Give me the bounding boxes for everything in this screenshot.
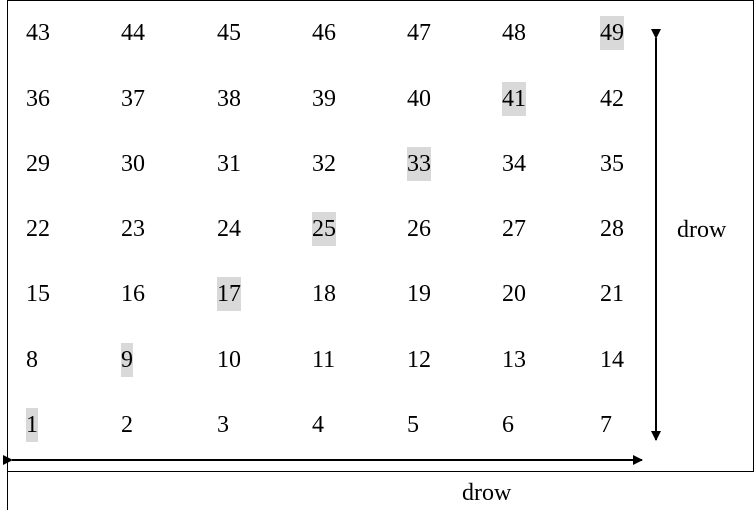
- grid-cell: 37: [121, 86, 145, 112]
- grid-cell: 30: [121, 151, 145, 177]
- grid-cell: 5: [407, 412, 419, 438]
- grid-cell: 2: [121, 412, 133, 438]
- grid-cell: 29: [26, 151, 50, 177]
- grid-cell: 11: [312, 347, 336, 373]
- frame-border-bottom: [7, 471, 754, 472]
- grid-cell: 19: [407, 281, 431, 307]
- grid-cell: 26: [407, 216, 431, 242]
- grid-cell: 22: [26, 216, 50, 242]
- grid-cell: 20: [502, 281, 526, 307]
- grid-cell: 44: [121, 20, 145, 46]
- frame-border-top: [7, 0, 753, 1]
- grid-cell: 3: [217, 412, 229, 438]
- grid-cell: 14: [600, 347, 624, 373]
- grid-cell: 7: [600, 412, 612, 438]
- grid-cell: 39: [312, 86, 336, 112]
- grid-cell: 27: [502, 216, 526, 242]
- grid-cell: 23: [121, 216, 145, 242]
- grid-cell: 15: [26, 281, 50, 307]
- grid-cell: 21: [600, 281, 624, 307]
- grid-cell: 16: [121, 281, 145, 307]
- grid-cell: 24: [217, 216, 241, 242]
- grid-cell: 31: [217, 151, 241, 177]
- grid-cell: 6: [502, 412, 514, 438]
- grid-cell: 10: [217, 347, 241, 373]
- frame-border-left: [7, 0, 8, 510]
- grid-cell: 46: [312, 20, 336, 46]
- grid-cell: 4: [312, 412, 324, 438]
- grid-cell: 17: [217, 277, 241, 311]
- grid-cell: 33: [407, 147, 431, 181]
- grid-cell: 35: [600, 151, 624, 177]
- grid-cell: 45: [217, 20, 241, 46]
- grid-cell: 47: [407, 20, 431, 46]
- grid-cell: 9: [121, 343, 133, 377]
- grid-cell: 12: [407, 347, 431, 373]
- grid-cell: 49: [600, 16, 624, 50]
- grid-cell: 41: [502, 82, 526, 116]
- vertical-arrow-label: drow: [677, 217, 727, 243]
- grid-cell: 34: [502, 151, 526, 177]
- grid-cell: 8: [26, 347, 38, 373]
- grid-cell: 40: [407, 86, 431, 112]
- grid-cell: 32: [312, 151, 336, 177]
- horizontal-arrow-label: drow: [462, 480, 512, 506]
- grid-cell: 48: [502, 20, 526, 46]
- grid-cell: 38: [217, 86, 241, 112]
- grid-cell: 28: [600, 216, 624, 242]
- grid-cell: 13: [502, 347, 526, 373]
- grid-cell: 42: [600, 86, 624, 112]
- grid-cell: 18: [312, 281, 336, 307]
- grid-cell: 1: [26, 408, 38, 442]
- grid-cell: 25: [312, 212, 336, 246]
- grid-cell: 43: [26, 20, 50, 46]
- grid-cell: 36: [26, 86, 50, 112]
